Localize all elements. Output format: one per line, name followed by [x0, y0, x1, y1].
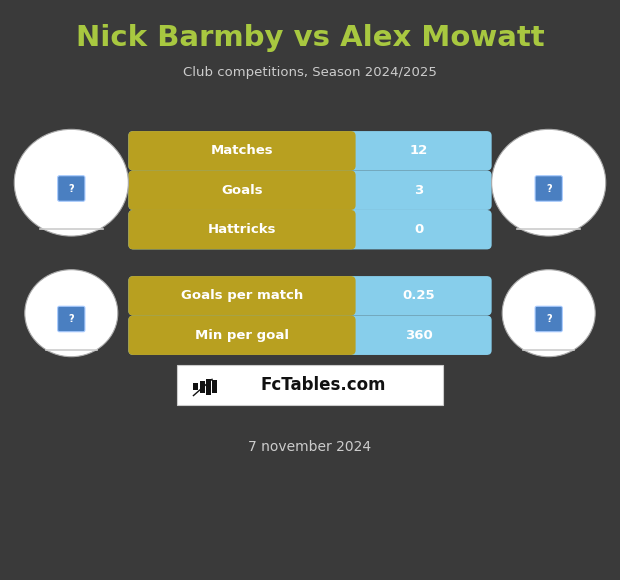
Text: ?: ? [546, 314, 552, 324]
Text: Matches: Matches [211, 144, 273, 157]
Text: Goals per match: Goals per match [181, 289, 303, 302]
Text: Hattricks: Hattricks [208, 223, 277, 236]
FancyBboxPatch shape [128, 171, 492, 210]
FancyBboxPatch shape [128, 276, 492, 316]
FancyBboxPatch shape [128, 210, 356, 249]
Bar [212, 380, 217, 393]
FancyBboxPatch shape [128, 171, 356, 210]
FancyBboxPatch shape [177, 365, 443, 405]
Text: 0.25: 0.25 [402, 289, 435, 302]
Text: ?: ? [68, 183, 74, 194]
Bar [200, 381, 205, 393]
Text: 12: 12 [410, 144, 428, 157]
Text: ?: ? [68, 314, 74, 324]
Text: Min per goal: Min per goal [195, 329, 289, 342]
Bar [193, 383, 198, 390]
FancyBboxPatch shape [128, 316, 356, 355]
FancyBboxPatch shape [128, 210, 492, 249]
FancyBboxPatch shape [535, 306, 562, 332]
FancyBboxPatch shape [128, 131, 356, 171]
FancyBboxPatch shape [128, 276, 356, 316]
FancyBboxPatch shape [58, 176, 85, 201]
Text: ?: ? [546, 183, 552, 194]
FancyBboxPatch shape [128, 131, 492, 171]
Circle shape [14, 129, 128, 236]
Bar [206, 379, 211, 395]
Text: 3: 3 [414, 184, 423, 197]
FancyBboxPatch shape [58, 306, 85, 332]
Circle shape [502, 270, 595, 357]
FancyBboxPatch shape [128, 316, 492, 355]
Text: 7 november 2024: 7 november 2024 [249, 440, 371, 454]
FancyBboxPatch shape [535, 176, 562, 201]
Text: 0: 0 [414, 223, 423, 236]
Text: 360: 360 [405, 329, 433, 342]
Text: Goals: Goals [221, 184, 263, 197]
Text: FcTables.com: FcTables.com [260, 376, 386, 394]
Circle shape [25, 270, 118, 357]
Text: Nick Barmby vs Alex Mowatt: Nick Barmby vs Alex Mowatt [76, 24, 544, 52]
Text: Club competitions, Season 2024/2025: Club competitions, Season 2024/2025 [183, 66, 437, 79]
Circle shape [492, 129, 606, 236]
